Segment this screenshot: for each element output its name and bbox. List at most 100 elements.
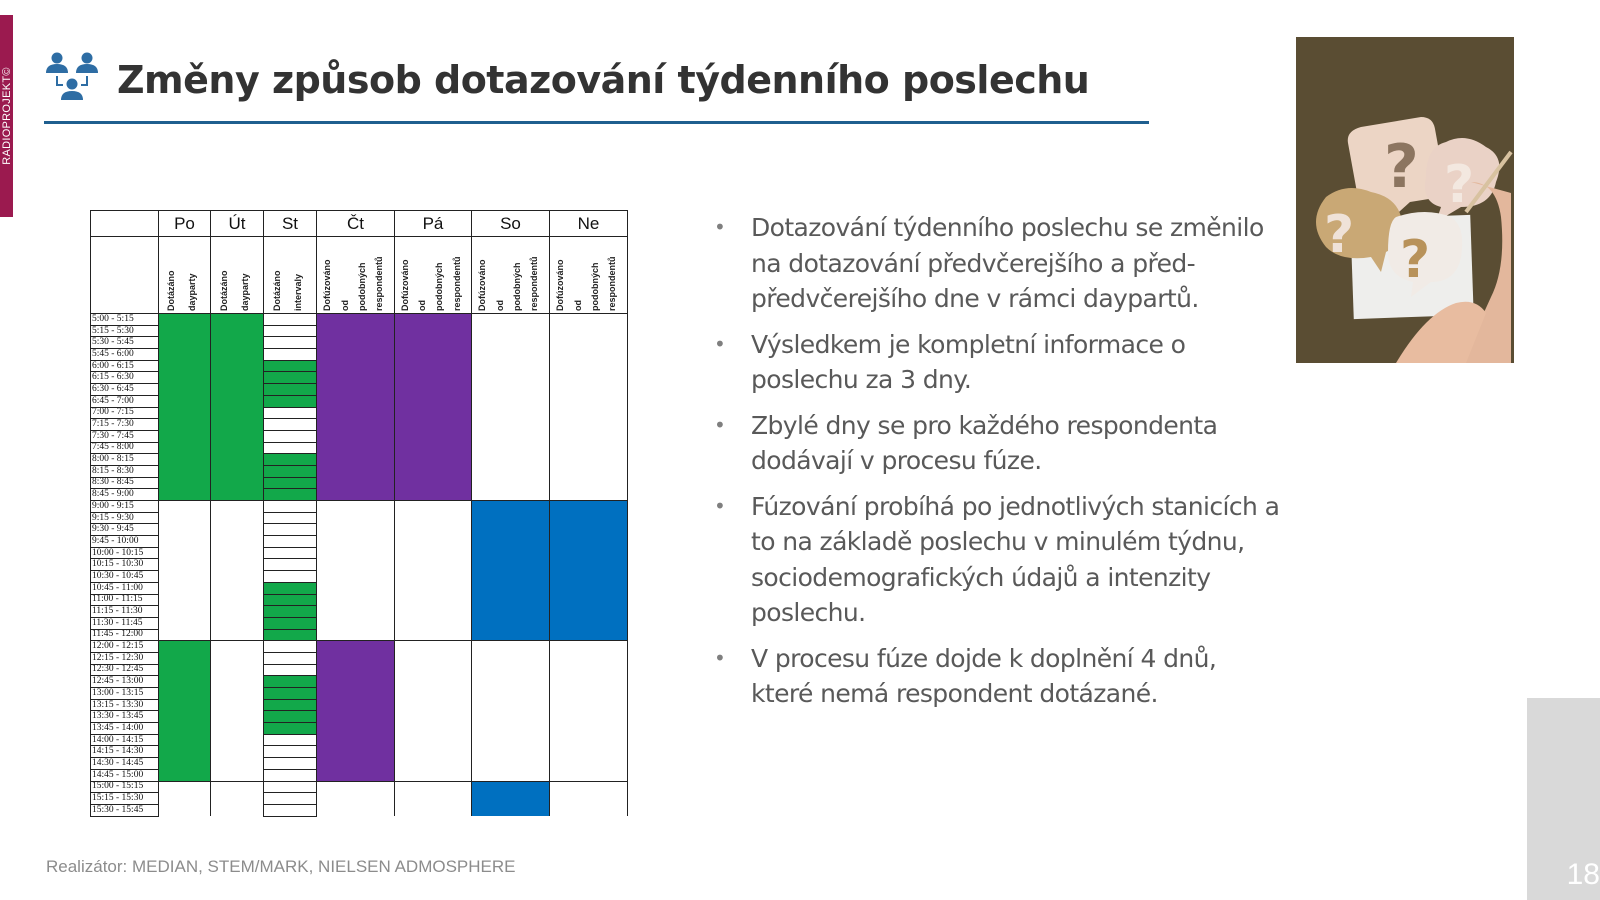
schedule-cell bbox=[394, 710, 472, 723]
schedule-cell bbox=[471, 360, 550, 372]
schedule-cell bbox=[471, 734, 550, 746]
schedule-cell bbox=[210, 313, 264, 326]
schedule-cell bbox=[549, 336, 628, 349]
table-row: 15:30 - 15:45 bbox=[90, 803, 628, 817]
schedule-cell bbox=[471, 348, 550, 361]
schedule-cell bbox=[158, 687, 211, 700]
schedule-cell bbox=[549, 745, 628, 758]
schedule-cell bbox=[263, 453, 317, 466]
schedule-cell bbox=[549, 523, 628, 536]
schedule-cell bbox=[471, 710, 550, 723]
time-slot-label: 6:00 - 6:15 bbox=[90, 359, 159, 372]
table-row: 13:00 - 13:15 bbox=[90, 687, 628, 700]
schedule-cell bbox=[210, 605, 264, 618]
schedule-cell bbox=[394, 804, 472, 817]
schedule-cell bbox=[549, 652, 628, 665]
schedule-cell bbox=[263, 663, 317, 677]
time-slot-label: 5:00 - 5:15 bbox=[90, 313, 159, 326]
schedule-cell bbox=[549, 325, 628, 337]
table-row: 11:45 - 12:00 bbox=[90, 628, 628, 642]
schedule-cell bbox=[471, 523, 550, 536]
schedule-cell bbox=[263, 523, 317, 537]
bullet-item: • V procesu fúze dojde k doplnění 4 dnů, … bbox=[714, 641, 1284, 712]
time-slot-label: 9:30 - 9:45 bbox=[90, 523, 159, 536]
schedule-cell bbox=[394, 664, 472, 676]
time-slot-label: 10:15 - 10:30 bbox=[90, 558, 159, 571]
schedule-cell bbox=[394, 629, 472, 641]
bullet-dot-icon: • bbox=[714, 331, 726, 356]
table-row: 7:00 - 7:15 bbox=[90, 406, 628, 420]
day-subheader: Dofúzováno od podobných respondentů bbox=[316, 236, 395, 314]
schedule-cell bbox=[210, 710, 264, 723]
schedule-cell bbox=[316, 617, 395, 630]
time-slot-label: 8:00 - 8:15 bbox=[90, 453, 159, 466]
schedule-cell bbox=[471, 757, 550, 770]
time-slot-label: 6:15 - 6:30 bbox=[90, 371, 159, 384]
day-header: So bbox=[471, 210, 550, 237]
schedule-cell bbox=[158, 734, 211, 746]
schedule-cell bbox=[394, 558, 472, 571]
schedule-cell bbox=[210, 745, 264, 758]
schedule-cell bbox=[158, 442, 211, 454]
schedule-cell bbox=[471, 500, 550, 513]
schedule-cell bbox=[316, 348, 395, 361]
schedule-cell bbox=[263, 710, 317, 724]
svg-text:?: ? bbox=[1400, 230, 1430, 290]
schedule-cell bbox=[263, 722, 317, 735]
time-slot-label: 14:15 - 14:30 bbox=[90, 745, 159, 758]
schedule-cell bbox=[158, 780, 211, 793]
schedule-cell bbox=[263, 464, 317, 478]
schedule-cell bbox=[158, 547, 211, 559]
day-subheader: Dofúzováno od podobných respondentů bbox=[549, 236, 628, 314]
schedule-cell bbox=[263, 628, 317, 642]
schedule-cell bbox=[394, 722, 472, 735]
schedule-cell bbox=[316, 780, 395, 793]
day-header: Pá bbox=[394, 210, 472, 237]
schedule-cell bbox=[263, 429, 317, 443]
schedule-cell bbox=[210, 675, 264, 688]
table-row: 9:45 - 10:00 bbox=[90, 535, 628, 548]
schedule-cell bbox=[316, 629, 395, 641]
schedule-cell bbox=[263, 780, 317, 794]
schedule-cell bbox=[394, 407, 472, 419]
schedule-cell bbox=[210, 582, 264, 594]
schedule-cell bbox=[394, 547, 472, 559]
day-subheader: Dotázáno dayparty bbox=[210, 236, 264, 314]
table-row: 11:30 - 11:45 bbox=[90, 616, 628, 630]
schedule-cell bbox=[471, 465, 550, 478]
schedule-cell bbox=[210, 629, 264, 641]
schedule-cell bbox=[471, 640, 550, 653]
schedule-cell bbox=[394, 336, 472, 349]
schedule-cell bbox=[210, 687, 264, 700]
schedule-cell bbox=[471, 780, 550, 793]
schedule-cell bbox=[158, 617, 211, 630]
schedule-cell bbox=[471, 418, 550, 431]
schedule-cell bbox=[263, 546, 317, 560]
schedule-cell bbox=[471, 442, 550, 454]
time-slot-label: 13:15 - 13:30 bbox=[90, 698, 159, 711]
svg-text:?: ? bbox=[1384, 132, 1419, 202]
schedule-cell bbox=[549, 313, 628, 326]
page-number: 18 bbox=[1566, 858, 1600, 891]
table-row: 8:30 - 8:45 bbox=[90, 476, 628, 490]
schedule-cell bbox=[263, 593, 317, 607]
bullet-item: • Fúzování probíhá po jednotlivých stanic… bbox=[714, 489, 1284, 631]
table-row: 15:15 - 15:30 bbox=[90, 792, 628, 805]
day-header: Čt bbox=[316, 210, 395, 237]
schedule-cell bbox=[316, 699, 395, 711]
schedule-cell bbox=[263, 441, 317, 455]
schedule-cell bbox=[549, 804, 628, 817]
schedule-cell bbox=[471, 629, 550, 641]
schedule-cell bbox=[471, 383, 550, 396]
schedule-cell bbox=[158, 629, 211, 641]
schedule-cell bbox=[316, 512, 395, 524]
time-slot-label: 12:15 - 12:30 bbox=[90, 651, 159, 665]
schedule-cell bbox=[158, 500, 211, 513]
day-header: Po bbox=[158, 210, 211, 237]
schedule-cell bbox=[210, 395, 264, 407]
schedule-cell bbox=[210, 371, 264, 384]
schedule-cell bbox=[471, 804, 550, 817]
schedule-cell bbox=[263, 675, 317, 688]
schedule-cell bbox=[549, 477, 628, 489]
table-row: 6:30 - 6:45 bbox=[90, 383, 628, 396]
